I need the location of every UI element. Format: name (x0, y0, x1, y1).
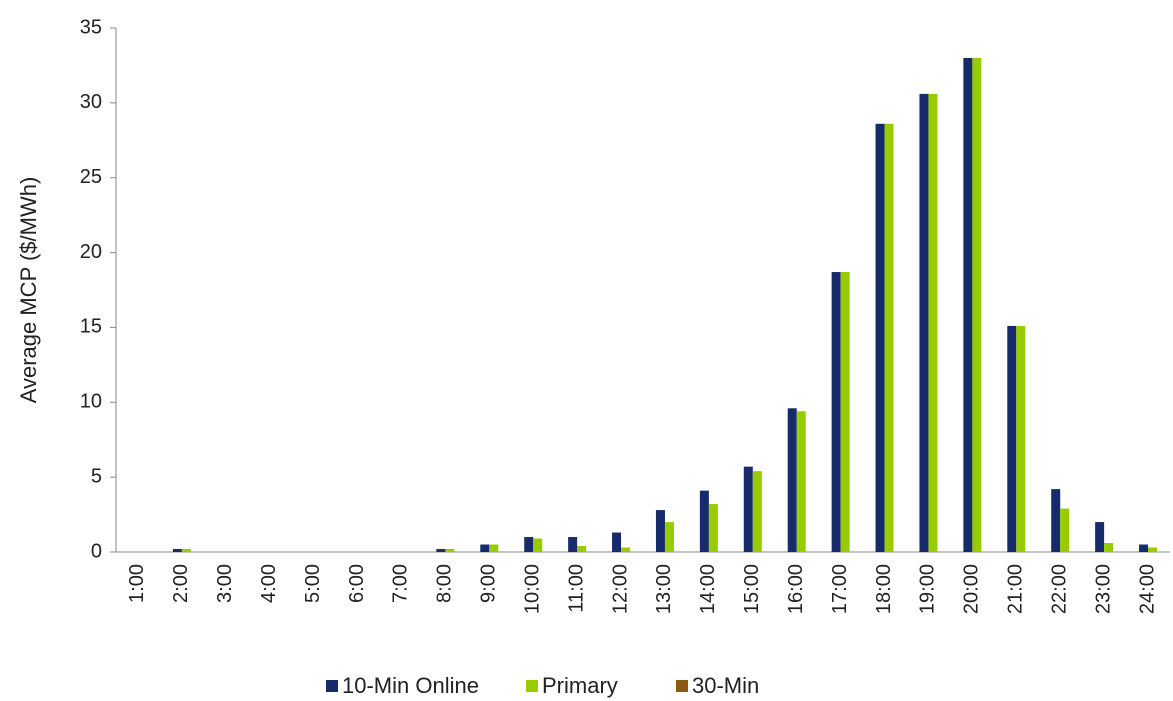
x-tick-label: 7:00 (390, 564, 412, 603)
bar (831, 272, 841, 552)
bar (699, 490, 709, 552)
x-tick-label: 23:00 (1092, 564, 1114, 614)
bar (963, 57, 973, 552)
legend-swatch (676, 680, 688, 692)
x-tick-label: 19:00 (917, 564, 939, 614)
bar (708, 504, 718, 552)
x-tick-label: 21:00 (1005, 564, 1027, 614)
bar (621, 547, 631, 552)
bar (743, 466, 753, 552)
bar (840, 272, 850, 552)
x-tick-label: 8:00 (434, 564, 456, 603)
bar (480, 544, 490, 552)
x-tick-label: 17:00 (829, 564, 851, 614)
legend-label: Primary (542, 673, 618, 698)
x-tick-label: 12:00 (609, 564, 631, 614)
bar (181, 549, 191, 552)
legend-swatch (526, 680, 538, 692)
x-tick-label: 3:00 (214, 564, 236, 603)
x-tick-label: 20:00 (961, 564, 983, 614)
x-tick-label: 14:00 (697, 564, 719, 614)
bar (752, 471, 762, 552)
bar (664, 522, 674, 552)
bar (568, 537, 578, 552)
x-tick-label: 22:00 (1048, 564, 1070, 614)
bar (875, 123, 885, 553)
bar (524, 537, 534, 552)
y-tick-label: 30 (80, 91, 102, 113)
x-tick-label: 9:00 (478, 564, 500, 603)
y-tick-label: 20 (80, 241, 102, 263)
bar (577, 546, 587, 552)
legend-label: 10-Min Online (342, 673, 479, 698)
x-tick-label: 10:00 (521, 564, 543, 614)
bar (1051, 489, 1061, 552)
bar (1104, 543, 1114, 552)
x-tick-label: 1:00 (126, 564, 148, 603)
bar (612, 532, 622, 552)
bar (787, 408, 797, 552)
y-axis-label: Average MCP ($/MWh) (16, 177, 41, 404)
y-tick-label: 5 (91, 465, 102, 487)
bar (489, 544, 499, 552)
bar (533, 538, 543, 552)
x-tick-label: 4:00 (258, 564, 280, 603)
bar (1016, 325, 1026, 552)
bar (928, 93, 938, 553)
bar (919, 93, 929, 553)
legend-swatch (326, 680, 338, 692)
bar (1095, 522, 1105, 552)
x-tick-label: 13:00 (653, 564, 675, 614)
x-tick-label: 16:00 (785, 564, 807, 614)
x-tick-label: 11:00 (565, 564, 587, 613)
y-tick-label: 25 (80, 166, 102, 188)
x-tick-label: 6:00 (346, 564, 368, 603)
legend-label: 30-Min (692, 673, 759, 698)
bar (1148, 547, 1158, 552)
x-tick-label: 24:00 (1136, 564, 1158, 614)
y-tick-label: 10 (80, 391, 102, 413)
bar (1060, 508, 1070, 552)
bar (1139, 544, 1149, 552)
bar (972, 57, 982, 552)
x-tick-label: 15:00 (741, 564, 763, 614)
bar (1007, 325, 1017, 552)
x-tick-label: 2:00 (170, 564, 192, 603)
bar (172, 549, 182, 552)
bar (796, 411, 806, 552)
x-tick-label: 18:00 (873, 564, 895, 614)
y-tick-label: 0 (91, 540, 102, 562)
x-tick-label: 5:00 (302, 564, 324, 603)
bar (436, 549, 446, 552)
y-tick-label: 35 (80, 16, 102, 38)
bar (655, 510, 665, 552)
bar (884, 123, 894, 553)
y-tick-label: 15 (80, 316, 102, 338)
bar (445, 549, 455, 552)
